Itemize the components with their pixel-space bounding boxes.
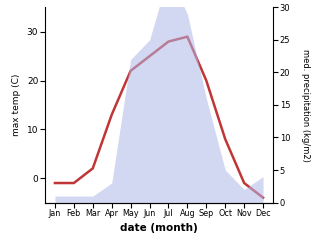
X-axis label: date (month): date (month): [120, 223, 198, 233]
Y-axis label: max temp (C): max temp (C): [12, 74, 21, 136]
Y-axis label: med. precipitation (kg/m2): med. precipitation (kg/m2): [301, 49, 310, 161]
